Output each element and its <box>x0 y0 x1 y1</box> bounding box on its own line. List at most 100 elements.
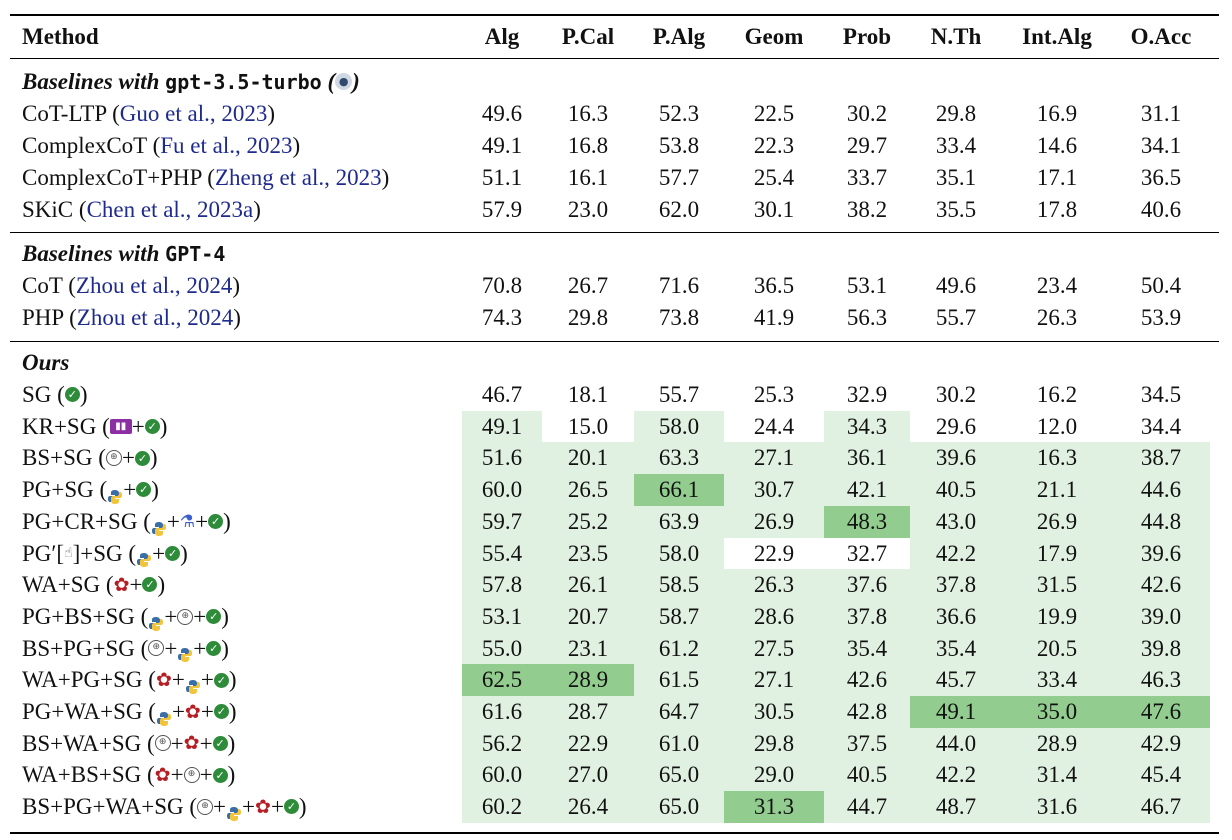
method-cell: KR+SG (▮▮ + ✓) <box>22 413 168 439</box>
improvement-highlight <box>724 474 824 507</box>
value-cell: 52.3 <box>658 101 700 126</box>
value-cell: 35.5 <box>935 197 977 222</box>
value-cell: 44.7 <box>846 794 888 820</box>
value-cell: 33.4 <box>1036 667 1078 693</box>
method-cell: BS+PG+WA+SG (⊕ + +✿+ ✓) <box>22 791 307 823</box>
value-cell: 53.1 <box>481 603 523 629</box>
method-label: PG′[ <box>22 540 65 566</box>
header-alg: Alg <box>484 24 520 49</box>
check-icon: ✓ <box>142 577 158 593</box>
value-cell: 49.6 <box>481 101 523 126</box>
best-value-highlight <box>724 791 824 824</box>
value-cell: 53.1 <box>846 273 888 298</box>
improvement-highlight <box>542 442 634 475</box>
value-cell: 29.8 <box>935 101 977 126</box>
value-cell: 26.3 <box>1036 305 1078 330</box>
citation-link[interactable]: Zheng et al., 2023 <box>214 165 382 190</box>
method-cell: CoT-LTP (Guo et al., 2023) <box>22 101 276 126</box>
improvement-highlight <box>724 632 824 665</box>
check-icon: ✓ <box>136 482 152 498</box>
check-icon: ✓ <box>213 704 229 720</box>
value-cell: 16.2 <box>1036 382 1078 407</box>
value-cell: 55.7 <box>935 305 977 330</box>
value-cell: 40.6 <box>1140 197 1182 222</box>
method-cell: BS+PG+SG (⊕ + + ✓) <box>22 635 229 663</box>
value-cell: 60.0 <box>481 477 523 503</box>
check-icon: ✓ <box>134 450 150 466</box>
value-cell: 49.1 <box>481 133 523 158</box>
value-cell: 44.0 <box>935 730 977 756</box>
value-cell: 30.1 <box>753 197 795 222</box>
value-cell: 34.4 <box>1140 413 1182 439</box>
gear-icon: ✿ <box>255 795 271 818</box>
improvement-highlight <box>1112 474 1210 507</box>
improvement-highlight <box>1112 727 1210 760</box>
value-cell: 14.6 <box>1036 133 1078 158</box>
improvement-highlight <box>462 442 542 475</box>
gear-icon: ✿ <box>155 669 172 692</box>
citation-link[interactable]: Fu et al., 2023 <box>160 133 293 158</box>
value-cell: 42.9 <box>1140 730 1182 756</box>
value-cell: 57.8 <box>481 572 523 598</box>
best-value-highlight <box>462 664 542 697</box>
citation-link[interactable]: Guo et al., 2023 <box>119 101 268 126</box>
citation-link[interactable]: Chen et al., 2023a <box>86 197 254 222</box>
header-intalg: Int.Alg <box>1022 24 1092 49</box>
value-cell: 42.2 <box>935 762 977 788</box>
value-cell: 71.6 <box>658 273 700 298</box>
method-cell: SG (✓) <box>22 382 88 407</box>
value-cell: 44.8 <box>1140 508 1182 534</box>
improvement-highlight <box>824 791 910 824</box>
check-icon: ✓ <box>212 735 228 751</box>
improvement-highlight <box>824 569 910 602</box>
value-cell: 35.4 <box>935 635 977 661</box>
value-cell: 61.2 <box>658 635 700 661</box>
improvement-highlight <box>910 442 1002 475</box>
improvement-highlight <box>824 410 910 443</box>
value-cell: 16.8 <box>567 133 609 158</box>
improvement-highlight <box>542 696 634 728</box>
method-label: BS+PG+SG <box>22 635 135 661</box>
value-cell: 28.9 <box>1036 730 1078 756</box>
improvement-highlight <box>1002 632 1112 665</box>
value-cell: 45.4 <box>1140 762 1182 788</box>
value-cell: 56.2 <box>481 730 523 756</box>
improvement-highlight <box>910 759 1002 792</box>
improvement-highlight <box>910 474 1002 507</box>
best-value-highlight <box>634 474 724 507</box>
value-cell: 61.6 <box>481 699 523 724</box>
improvement-highlight <box>634 727 724 760</box>
value-cell: 21.1 <box>1036 477 1078 503</box>
value-cell: 30.2 <box>846 101 888 126</box>
header-prob: Prob <box>842 24 892 49</box>
python-icon <box>151 514 167 536</box>
improvement-highlight <box>824 442 910 475</box>
value-cell: 34.5 <box>1140 382 1182 407</box>
value-cell: 35.1 <box>935 165 977 190</box>
table-row: PG+BS+SG (+ ⊕ + ✓) 53.1 20.7 58.7 28.6 37.8 36.6 1… <box>10 600 1219 633</box>
header-oacc: O.Acc <box>1130 24 1192 49</box>
method-label: WA+PG+SG <box>22 667 143 693</box>
improvement-highlight <box>724 664 824 697</box>
value-cell: 27.1 <box>753 667 795 693</box>
globe-icon: ⊕ <box>177 608 194 625</box>
citation-link[interactable]: Zhou et al., 2024 <box>75 273 233 298</box>
section-gpt35-prefix: Baselines with <box>22 69 166 94</box>
value-cell: 33.7 <box>846 165 888 190</box>
value-cell: 73.8 <box>658 305 700 330</box>
table-row: BS+WA+SG (⊕ +✿+ ✓) 56.2 22.9 61.0 29.8 37.5 44.0… <box>10 727 1219 760</box>
value-cell: 30.5 <box>753 699 795 724</box>
improvement-highlight <box>910 569 1002 602</box>
header-row: Method Alg P.Cal P.Alg Geom Prob N.Th In… <box>10 21 1219 53</box>
improvement-highlight <box>824 632 910 665</box>
method-label: PG+SG <box>22 477 94 503</box>
value-cell: 22.3 <box>753 133 795 158</box>
globe-icon: ⊕ <box>148 640 165 657</box>
table-row: BS+PG+SG (⊕ + + ✓) 55.0 23.1 61.2 27.5 35.4 35.4 2… <box>10 632 1219 665</box>
citation-link[interactable]: Zhou et al., 2024 <box>76 305 234 330</box>
improvement-highlight <box>634 505 724 538</box>
value-cell: 56.3 <box>846 305 888 330</box>
value-cell: 46.7 <box>1140 794 1182 820</box>
value-cell: 25.2 <box>567 508 609 534</box>
value-cell: 29.7 <box>846 133 888 158</box>
